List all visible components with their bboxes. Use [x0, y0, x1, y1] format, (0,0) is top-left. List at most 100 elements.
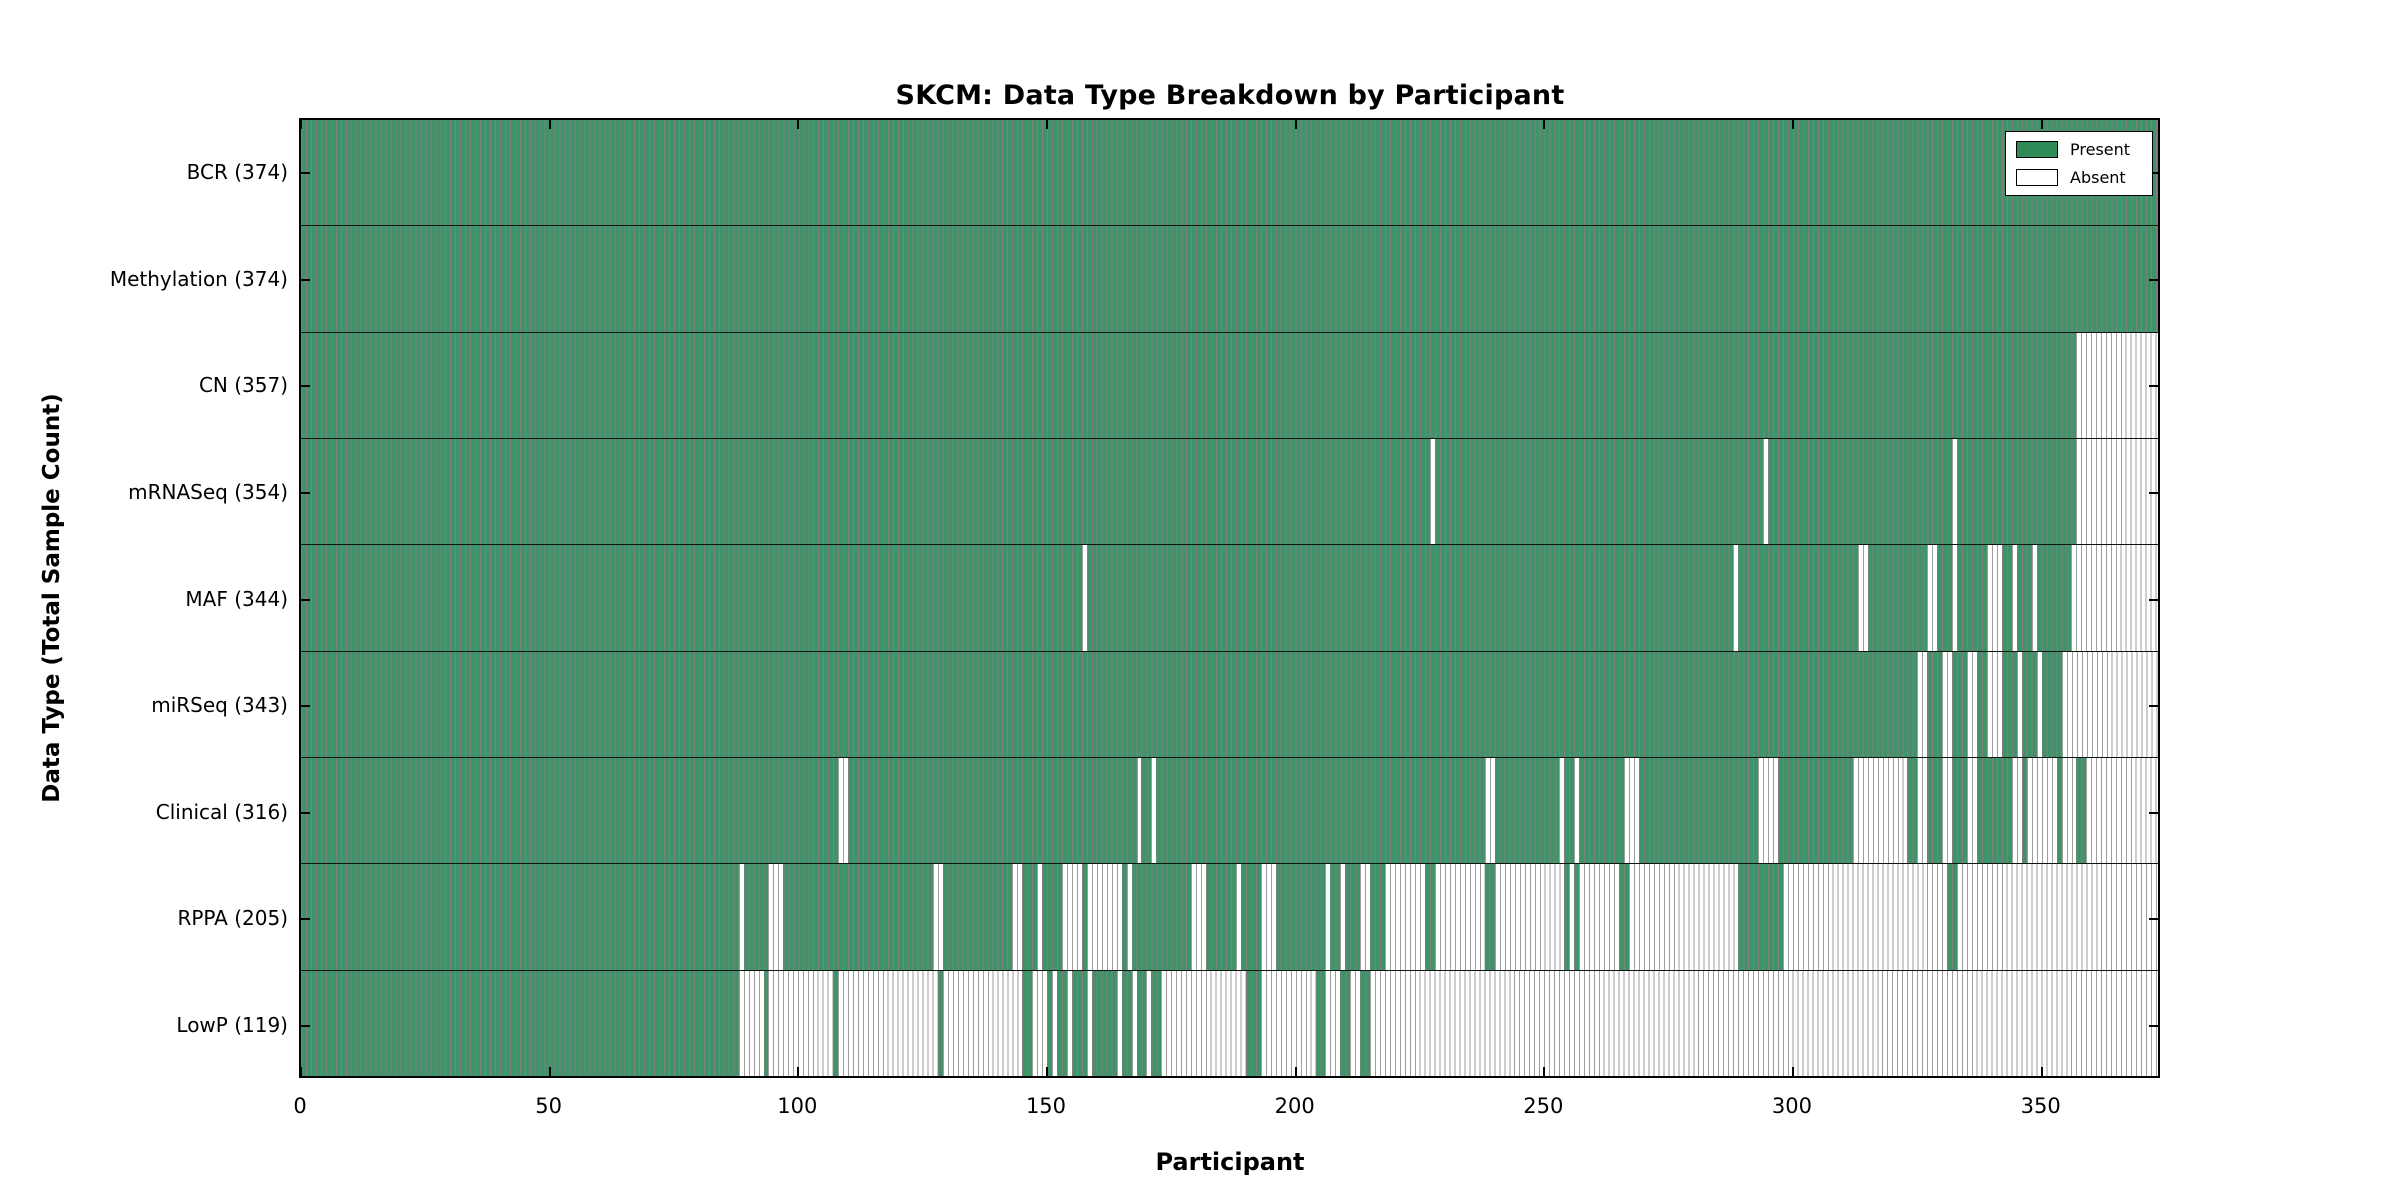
- y-tick-mark: [301, 491, 310, 494]
- x-tick-mark: [2040, 1067, 2043, 1076]
- legend: Present Absent: [2005, 131, 2153, 196]
- y-tick-mark: [2149, 1024, 2158, 1027]
- absent-segment-RPPA: [768, 864, 784, 970]
- absent-segment-Clinical: [1574, 757, 1580, 864]
- absent-segment-Clinical: [2026, 757, 2057, 864]
- absent-segment-MAF: [1857, 545, 1868, 651]
- absent-segment-RPPA: [1061, 864, 1082, 970]
- absent-segment-MAF: [1986, 545, 2002, 651]
- absent-segment-RPPA: [1385, 864, 1425, 970]
- absent-segment-LowP: [942, 970, 1023, 1076]
- absent-segment-RPPA: [1235, 864, 1241, 970]
- absent-segment-miRSeq: [1967, 651, 1977, 757]
- y-tick-mark: [301, 918, 310, 921]
- y-tick-label-Clinical: Clinical (316): [155, 799, 288, 824]
- absent-segment-Clinical: [1758, 757, 1779, 864]
- heatmap-row-mRNASeq: [301, 438, 2158, 546]
- absent-segment-Clinical: [1967, 757, 1977, 864]
- heatmap-row-CN: [301, 332, 2158, 439]
- absent-segment-Clinical: [1484, 757, 1495, 864]
- absent-segment-RPPA: [1628, 864, 1739, 970]
- absent-segment-miRSeq: [2061, 651, 2158, 757]
- heatmap-row-BCR: [301, 120, 2158, 227]
- x-tick-mark: [300, 120, 302, 129]
- absent-segment-Clinical: [2086, 757, 2158, 864]
- absent-segment-LowP: [768, 970, 834, 1076]
- x-tick-mark: [797, 1067, 800, 1076]
- absent-segment-LowP: [1066, 970, 1072, 1076]
- absent-segment-LowP: [1116, 970, 1122, 1076]
- absent-segment-LowP: [1325, 970, 1341, 1076]
- y-tick-mark: [301, 705, 310, 708]
- absent-segment-miRSeq: [1942, 651, 1953, 757]
- legend-present-swatch: [2016, 141, 2058, 158]
- absent-segment-CN: [2076, 332, 2158, 438]
- absent-segment-RPPA: [932, 864, 943, 970]
- absent-segment-Clinical: [1151, 757, 1157, 864]
- absent-segment-RPPA: [1783, 864, 1948, 970]
- y-tick-mark: [2149, 278, 2158, 281]
- y-tick-mark: [301, 811, 310, 814]
- absent-segment-LowP: [1350, 970, 1361, 1076]
- heatmap-rows: [301, 120, 2158, 1076]
- absent-segment-Clinical: [1942, 757, 1953, 864]
- legend-absent-swatch: [2016, 169, 2058, 186]
- y-tick-label-mRNASeq: mRNASeq (354): [128, 479, 288, 504]
- x-tick-mark: [1791, 1067, 1794, 1076]
- x-tick-mark: [1045, 120, 1048, 129]
- x-axis-title: Participant: [1155, 1148, 1305, 1176]
- absent-segment-RPPA: [1191, 864, 1207, 970]
- y-tick-mark: [2149, 385, 2158, 388]
- y-tick-mark: [2149, 172, 2158, 175]
- y-tick-mark: [2149, 918, 2158, 921]
- absent-segment-Clinical: [1559, 757, 1565, 864]
- legend-present-label: Present: [2070, 140, 2131, 159]
- chart-title: SKCM: Data Type Breakdown by Participant: [895, 80, 1565, 111]
- absent-segment-RPPA: [1360, 864, 1371, 970]
- absent-segment-LowP: [1370, 970, 2158, 1076]
- absent-segment-mRNASeq: [2076, 438, 2158, 545]
- x-tick-label-150: 150: [1025, 1094, 1067, 1118]
- y-tick-mark: [301, 598, 310, 601]
- x-tick-label-200: 200: [1274, 1094, 1315, 1118]
- absent-segment-Clinical: [1623, 757, 1639, 864]
- absent-segment-Clinical: [2011, 757, 2022, 864]
- plot-area: Present Absent: [299, 118, 2160, 1078]
- y-tick-label-MAF: MAF (344): [185, 586, 288, 611]
- x-tick-label-300: 300: [1771, 1094, 1813, 1118]
- absent-segment-Clinical: [1852, 757, 1908, 864]
- absent-segment-LowP: [1146, 970, 1152, 1076]
- heatmap-row-LowP: [301, 970, 2158, 1076]
- x-tick-mark: [1294, 120, 1297, 129]
- absent-segment-MAF: [2071, 545, 2158, 651]
- absent-segment-Clinical: [1136, 757, 1142, 864]
- absent-segment-MAF: [2031, 545, 2037, 651]
- x-tick-label-350: 350: [2020, 1094, 2061, 1118]
- y-tick-label-CN: CN (357): [198, 373, 288, 398]
- absent-segment-LowP: [1260, 970, 1316, 1076]
- y-tick-mark: [2149, 705, 2158, 708]
- y-tick-mark: [301, 385, 310, 388]
- heatmap-row-MAF: [301, 545, 2158, 652]
- absent-segment-mRNASeq: [1952, 438, 1958, 545]
- y-tick-label-miRSeq: miRSeq (343): [151, 693, 288, 718]
- x-tick-mark: [2040, 120, 2043, 129]
- y-tick-label-Methylation: Methylation (374): [109, 266, 288, 291]
- absent-segment-LowP: [1051, 970, 1057, 1076]
- legend-item-present: Present: [2016, 140, 2142, 159]
- heatmap-row-Clinical: [301, 757, 2158, 865]
- y-tick-label-RPPA: RPPA (205): [177, 906, 288, 931]
- x-tick-label-0: 0: [293, 1094, 307, 1118]
- absent-segment-LowP: [838, 970, 938, 1076]
- x-tick-mark: [1045, 1067, 1048, 1076]
- absent-segment-RPPA: [1579, 864, 1619, 970]
- x-tick-label-100: 100: [777, 1094, 818, 1118]
- x-tick-mark: [548, 120, 551, 129]
- x-tick-mark: [548, 1067, 551, 1076]
- y-tick-mark: [301, 172, 310, 175]
- x-tick-mark: [1543, 1067, 1546, 1076]
- absent-segment-MAF: [1952, 545, 1958, 651]
- y-tick-mark: [301, 278, 310, 281]
- legend-item-absent: Absent: [2016, 168, 2142, 187]
